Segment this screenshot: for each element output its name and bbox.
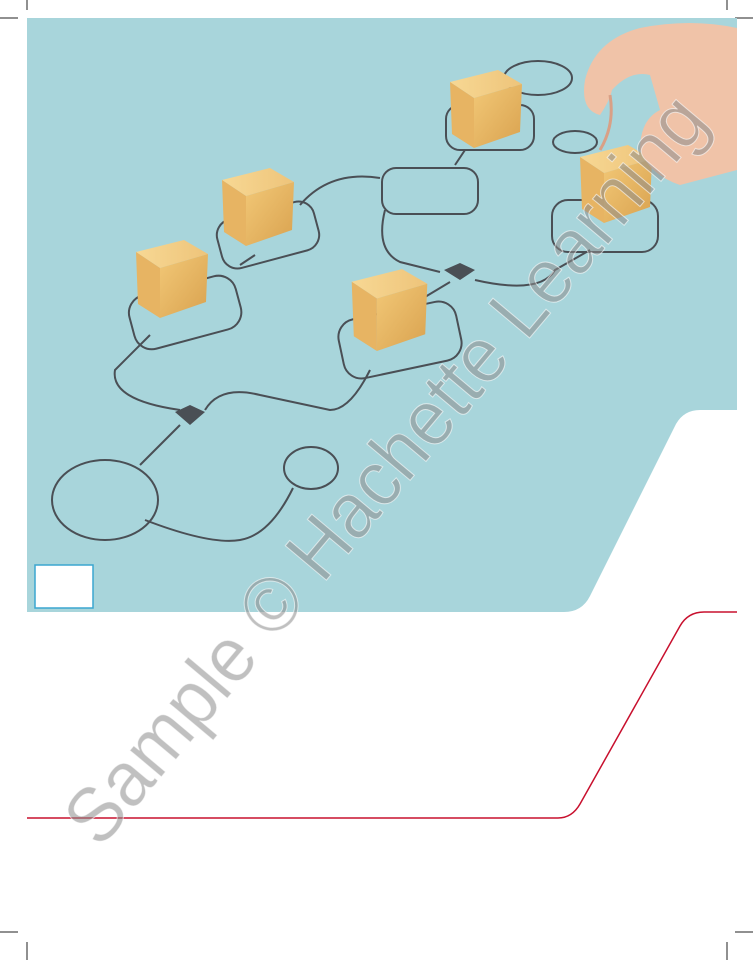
flow-diagram <box>51 60 659 542</box>
hand <box>584 23 737 185</box>
red-rule <box>27 611 737 819</box>
label-box <box>34 564 94 609</box>
